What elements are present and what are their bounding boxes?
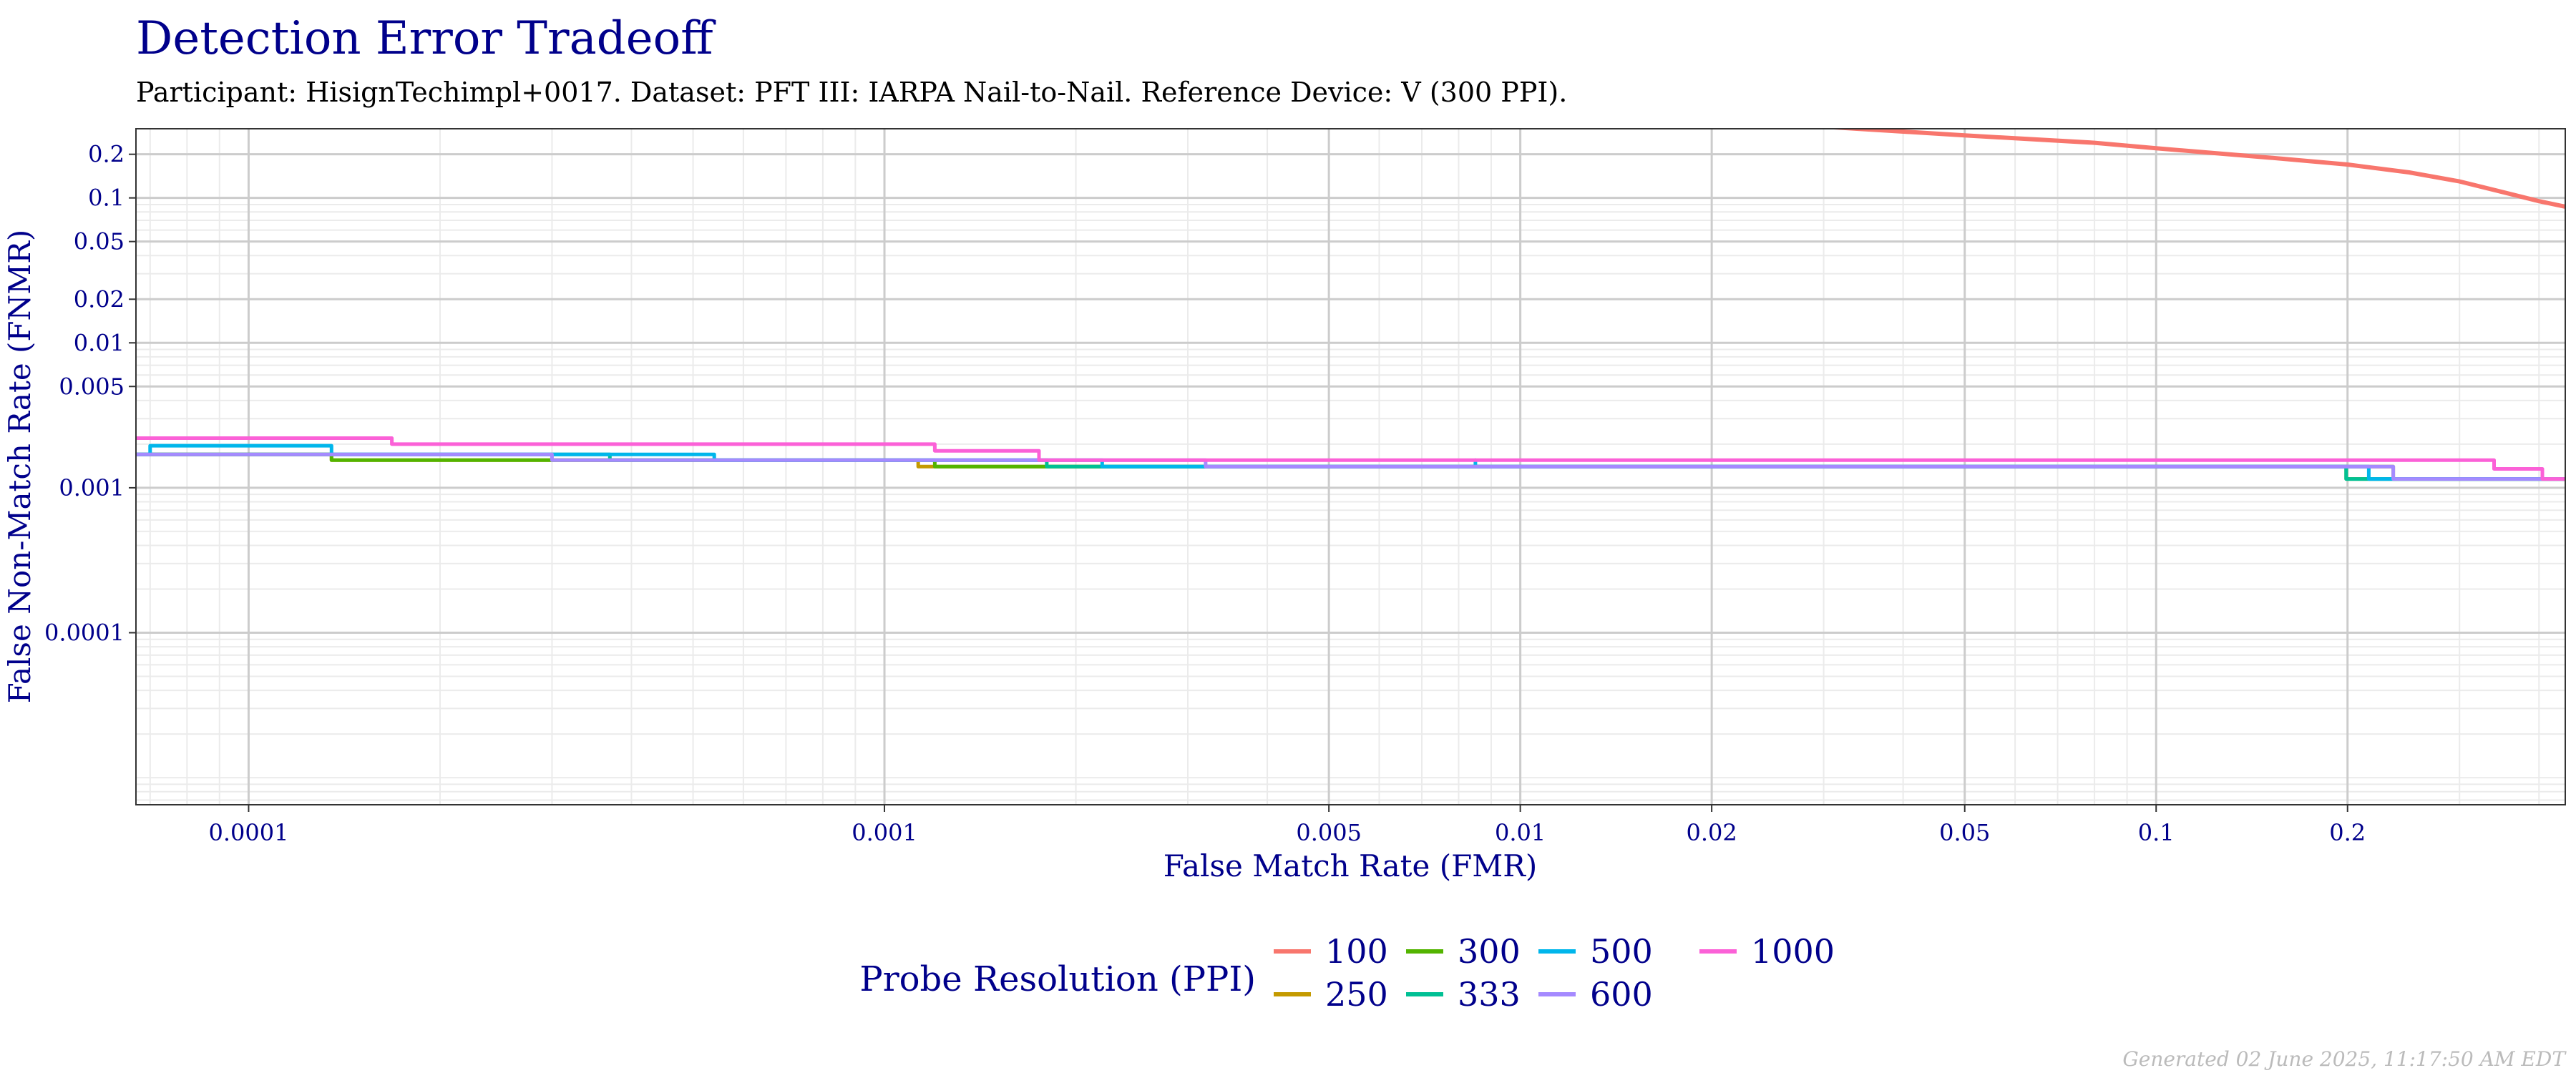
- legend-label-100: 100: [1325, 932, 1388, 971]
- generated-timestamp: Generated 02 June 2025, 11:17:50 AM EDT: [2122, 1047, 2567, 1071]
- legend-label-600: 600: [1590, 975, 1653, 1014]
- y-tick-label: 0.005: [59, 373, 125, 400]
- x-tick-label: 0.2: [2329, 819, 2366, 846]
- series-line-600: [136, 452, 2565, 481]
- legend-label-300: 300: [1458, 932, 1521, 971]
- y-tick-label: 0.02: [74, 285, 125, 313]
- x-tick-label: 0.01: [1495, 819, 1546, 846]
- y-axis-label: False Non-Match Rate (FNMR): [2, 230, 37, 704]
- series-layer: [136, 129, 2565, 481]
- legend-label-333: 333: [1458, 975, 1521, 1014]
- chart-title: Detection Error Tradeoff: [136, 12, 716, 65]
- x-axis-ticks: 0.0001 0.001 0.005 0.01 0.02 0.05 0.1 0.2: [208, 805, 2366, 846]
- legend-title: Probe Resolution (PPI): [859, 959, 1256, 999]
- x-tick-label: 0.05: [1939, 819, 1990, 846]
- chart-subtitle: Participant: HisignTechimpl+0017. Datase…: [136, 77, 1567, 108]
- plot-border: [135, 128, 2566, 805]
- x-tick-label: 0.1: [2138, 819, 2175, 846]
- legend-label-1000: 1000: [1751, 932, 1835, 971]
- x-tick-label: 0.001: [852, 819, 917, 846]
- y-tick-label: 0.1: [88, 185, 125, 212]
- x-tick-label: 0.0001: [208, 819, 288, 846]
- y-tick-label: 0.2: [88, 141, 125, 168]
- y-tick-label: 0.01: [74, 329, 125, 356]
- legend: Probe Resolution (PPI) 100 250 300 333 500 60…: [859, 932, 1835, 1014]
- x-axis-label: False Match Rate (FMR): [1163, 848, 1538, 883]
- y-tick-label: 0.0001: [44, 619, 125, 646]
- legend-items: 100 250 300 333 500 600 1000: [1274, 932, 1835, 1014]
- x-tick-label: 0.02: [1687, 819, 1737, 846]
- y-axis-ticks: 0.0001 0.001 0.005 0.01 0.02 0.05 0.1 0.2: [44, 141, 136, 646]
- series-line-100: [1823, 129, 2565, 209]
- y-tick-label: 0.001: [59, 474, 125, 501]
- legend-label-250: 250: [1325, 975, 1388, 1014]
- x-tick-label: 0.005: [1296, 819, 1362, 846]
- plot-area: [135, 128, 2566, 805]
- series-line-1000: [136, 436, 2565, 481]
- legend-label-500: 500: [1590, 932, 1653, 971]
- y-tick-label: 0.05: [74, 228, 125, 255]
